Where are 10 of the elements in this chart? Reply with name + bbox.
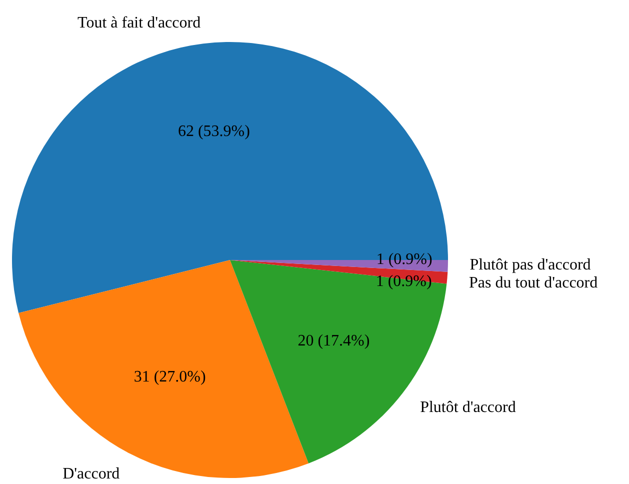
pie-slice xyxy=(12,42,448,314)
slice-label: Plutôt d'accord xyxy=(420,398,516,416)
data-label: 31 (27.0%) xyxy=(134,368,206,386)
data-label: 62 (53.9%) xyxy=(178,122,250,140)
data-label: 1 (0.9%) xyxy=(376,251,432,268)
slice-label: D'accord xyxy=(62,466,120,483)
slice-label: Plutôt pas d'accord xyxy=(470,256,591,274)
slice-label: Tout à fait d'accord xyxy=(78,14,201,32)
slice-label: Pas du tout d'accord xyxy=(468,274,598,292)
data-label: 20 (17.4%) xyxy=(298,332,370,350)
